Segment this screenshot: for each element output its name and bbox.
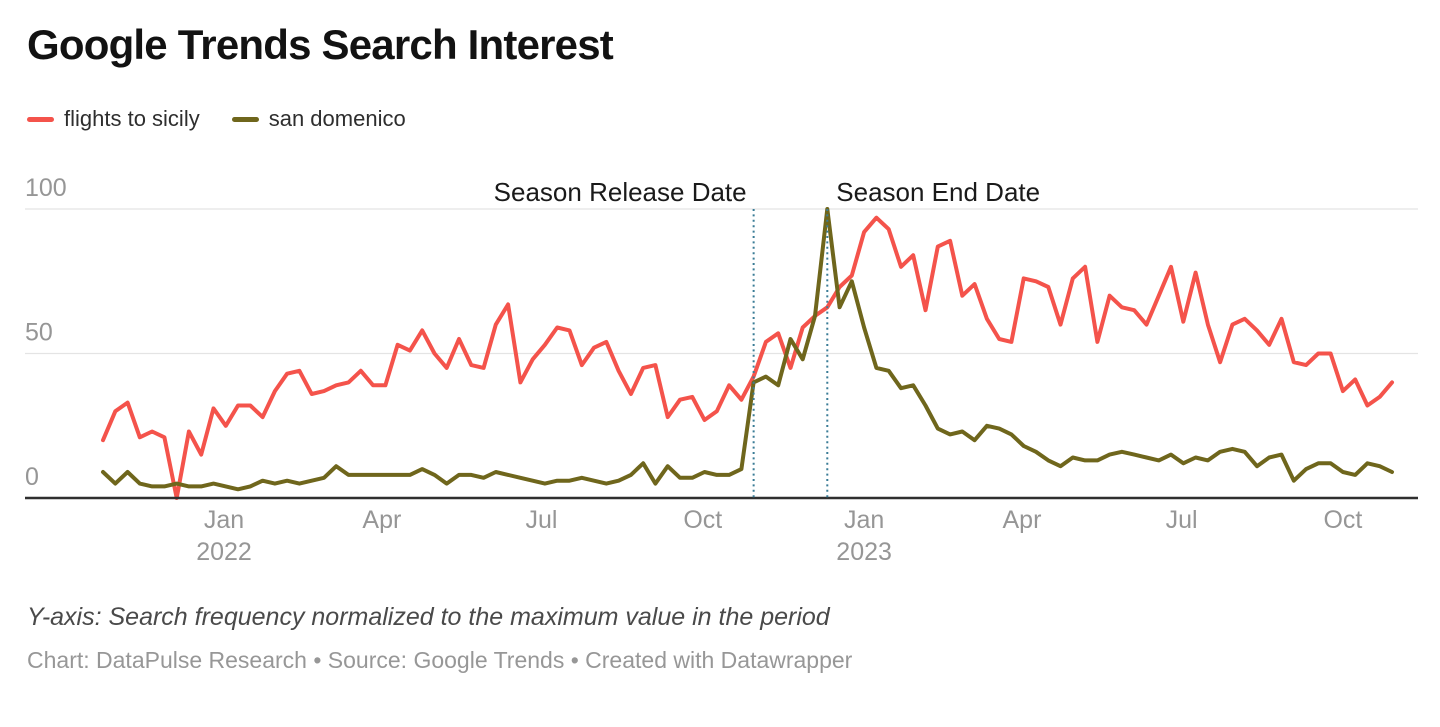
x-axis-tick-label: Oct <box>1323 506 1362 534</box>
series-line-san-domenico <box>101 207 1394 492</box>
series-line-flights-to-sicily <box>101 215 1394 500</box>
legend-swatch-icon <box>231 116 259 122</box>
legend-swatch-icon <box>27 116 54 122</box>
x-axis-tick-label: Jul <box>1166 506 1198 534</box>
chart-byline: Chart: DataPulse Research • Source: Goog… <box>27 647 853 673</box>
y-axis-tick-label: 50 <box>25 319 53 347</box>
legend-item-flights-to-sicily: flights to sicily <box>27 106 200 132</box>
trend-line-chart: 0 50 100 Jan 2022 Apr Jul Oct Jan 2023 Apr Jul Oct Se… <box>25 174 1418 566</box>
annotation-label: Season End Date <box>836 177 1040 207</box>
x-axis-year-label: 2022 <box>196 538 252 566</box>
legend: flights to sicily san domenico <box>27 106 1440 132</box>
legend-item-san-domenico: san domenico <box>231 106 406 132</box>
x-axis-tick-label: Oct <box>683 506 722 534</box>
annotation-label: Season Release Date <box>494 177 747 207</box>
x-axis-tick-label: Jan <box>844 506 884 534</box>
legend-label: san domenico <box>268 106 406 131</box>
chart-title: Google Trends Search Interest <box>27 21 614 68</box>
y-axis-tick-label: 100 <box>25 174 67 202</box>
y-axis-tick-label: 0 <box>25 463 39 491</box>
x-axis-tick-label: Jan <box>204 506 244 534</box>
x-axis-tick-label: Jul <box>525 506 557 534</box>
x-axis-tick-label: Apr <box>1003 506 1042 534</box>
legend-label: flights to sicily <box>64 106 200 131</box>
x-axis-year-label: 2023 <box>836 538 892 566</box>
axis-footnote: Y-axis: Search frequency normalized to t… <box>27 603 830 631</box>
chart-card: Google Trends Search Interest flights to… <box>0 22 1440 727</box>
x-axis-tick-label: Apr <box>362 506 401 534</box>
